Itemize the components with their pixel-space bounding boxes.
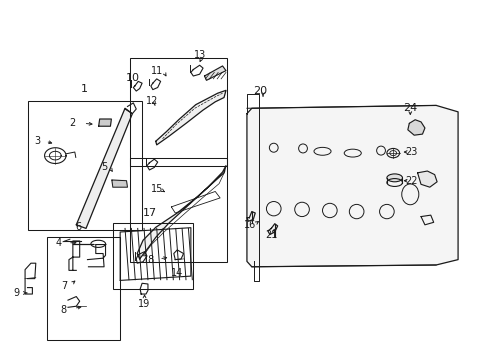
Text: 24: 24 — [402, 103, 417, 113]
Bar — [47, 237, 120, 339]
Text: 15: 15 — [150, 184, 163, 194]
Polygon shape — [156, 90, 225, 145]
Text: 6: 6 — [76, 222, 81, 232]
Text: 21: 21 — [264, 230, 277, 239]
Polygon shape — [417, 171, 436, 187]
Text: 12: 12 — [145, 96, 158, 106]
Bar — [130, 158, 227, 262]
Text: 16: 16 — [244, 220, 256, 230]
Text: 23: 23 — [404, 147, 417, 157]
Text: 14: 14 — [171, 268, 183, 278]
Text: 1: 1 — [81, 84, 88, 94]
Polygon shape — [204, 66, 225, 80]
Bar — [113, 223, 193, 289]
Text: 4: 4 — [55, 238, 61, 248]
Text: 20: 20 — [252, 86, 266, 96]
Polygon shape — [99, 119, 111, 126]
Polygon shape — [112, 180, 127, 187]
Text: 17: 17 — [142, 208, 156, 218]
Text: 18: 18 — [143, 255, 155, 265]
Polygon shape — [407, 120, 424, 135]
Text: 8: 8 — [60, 305, 66, 315]
Text: 5: 5 — [101, 162, 107, 172]
Polygon shape — [76, 108, 132, 228]
Polygon shape — [137, 166, 225, 259]
Bar — [130, 58, 227, 166]
Text: 11: 11 — [150, 66, 163, 76]
Text: 3: 3 — [34, 136, 40, 145]
Text: 22: 22 — [404, 176, 417, 186]
Ellipse shape — [386, 174, 402, 182]
Text: 13: 13 — [193, 50, 205, 60]
Text: 2: 2 — [70, 118, 76, 128]
Bar — [27, 101, 142, 230]
Polygon shape — [246, 105, 457, 267]
Text: 7: 7 — [61, 281, 67, 291]
Text: 19: 19 — [138, 299, 150, 309]
Text: 10: 10 — [125, 73, 139, 83]
Text: 9: 9 — [13, 288, 20, 298]
